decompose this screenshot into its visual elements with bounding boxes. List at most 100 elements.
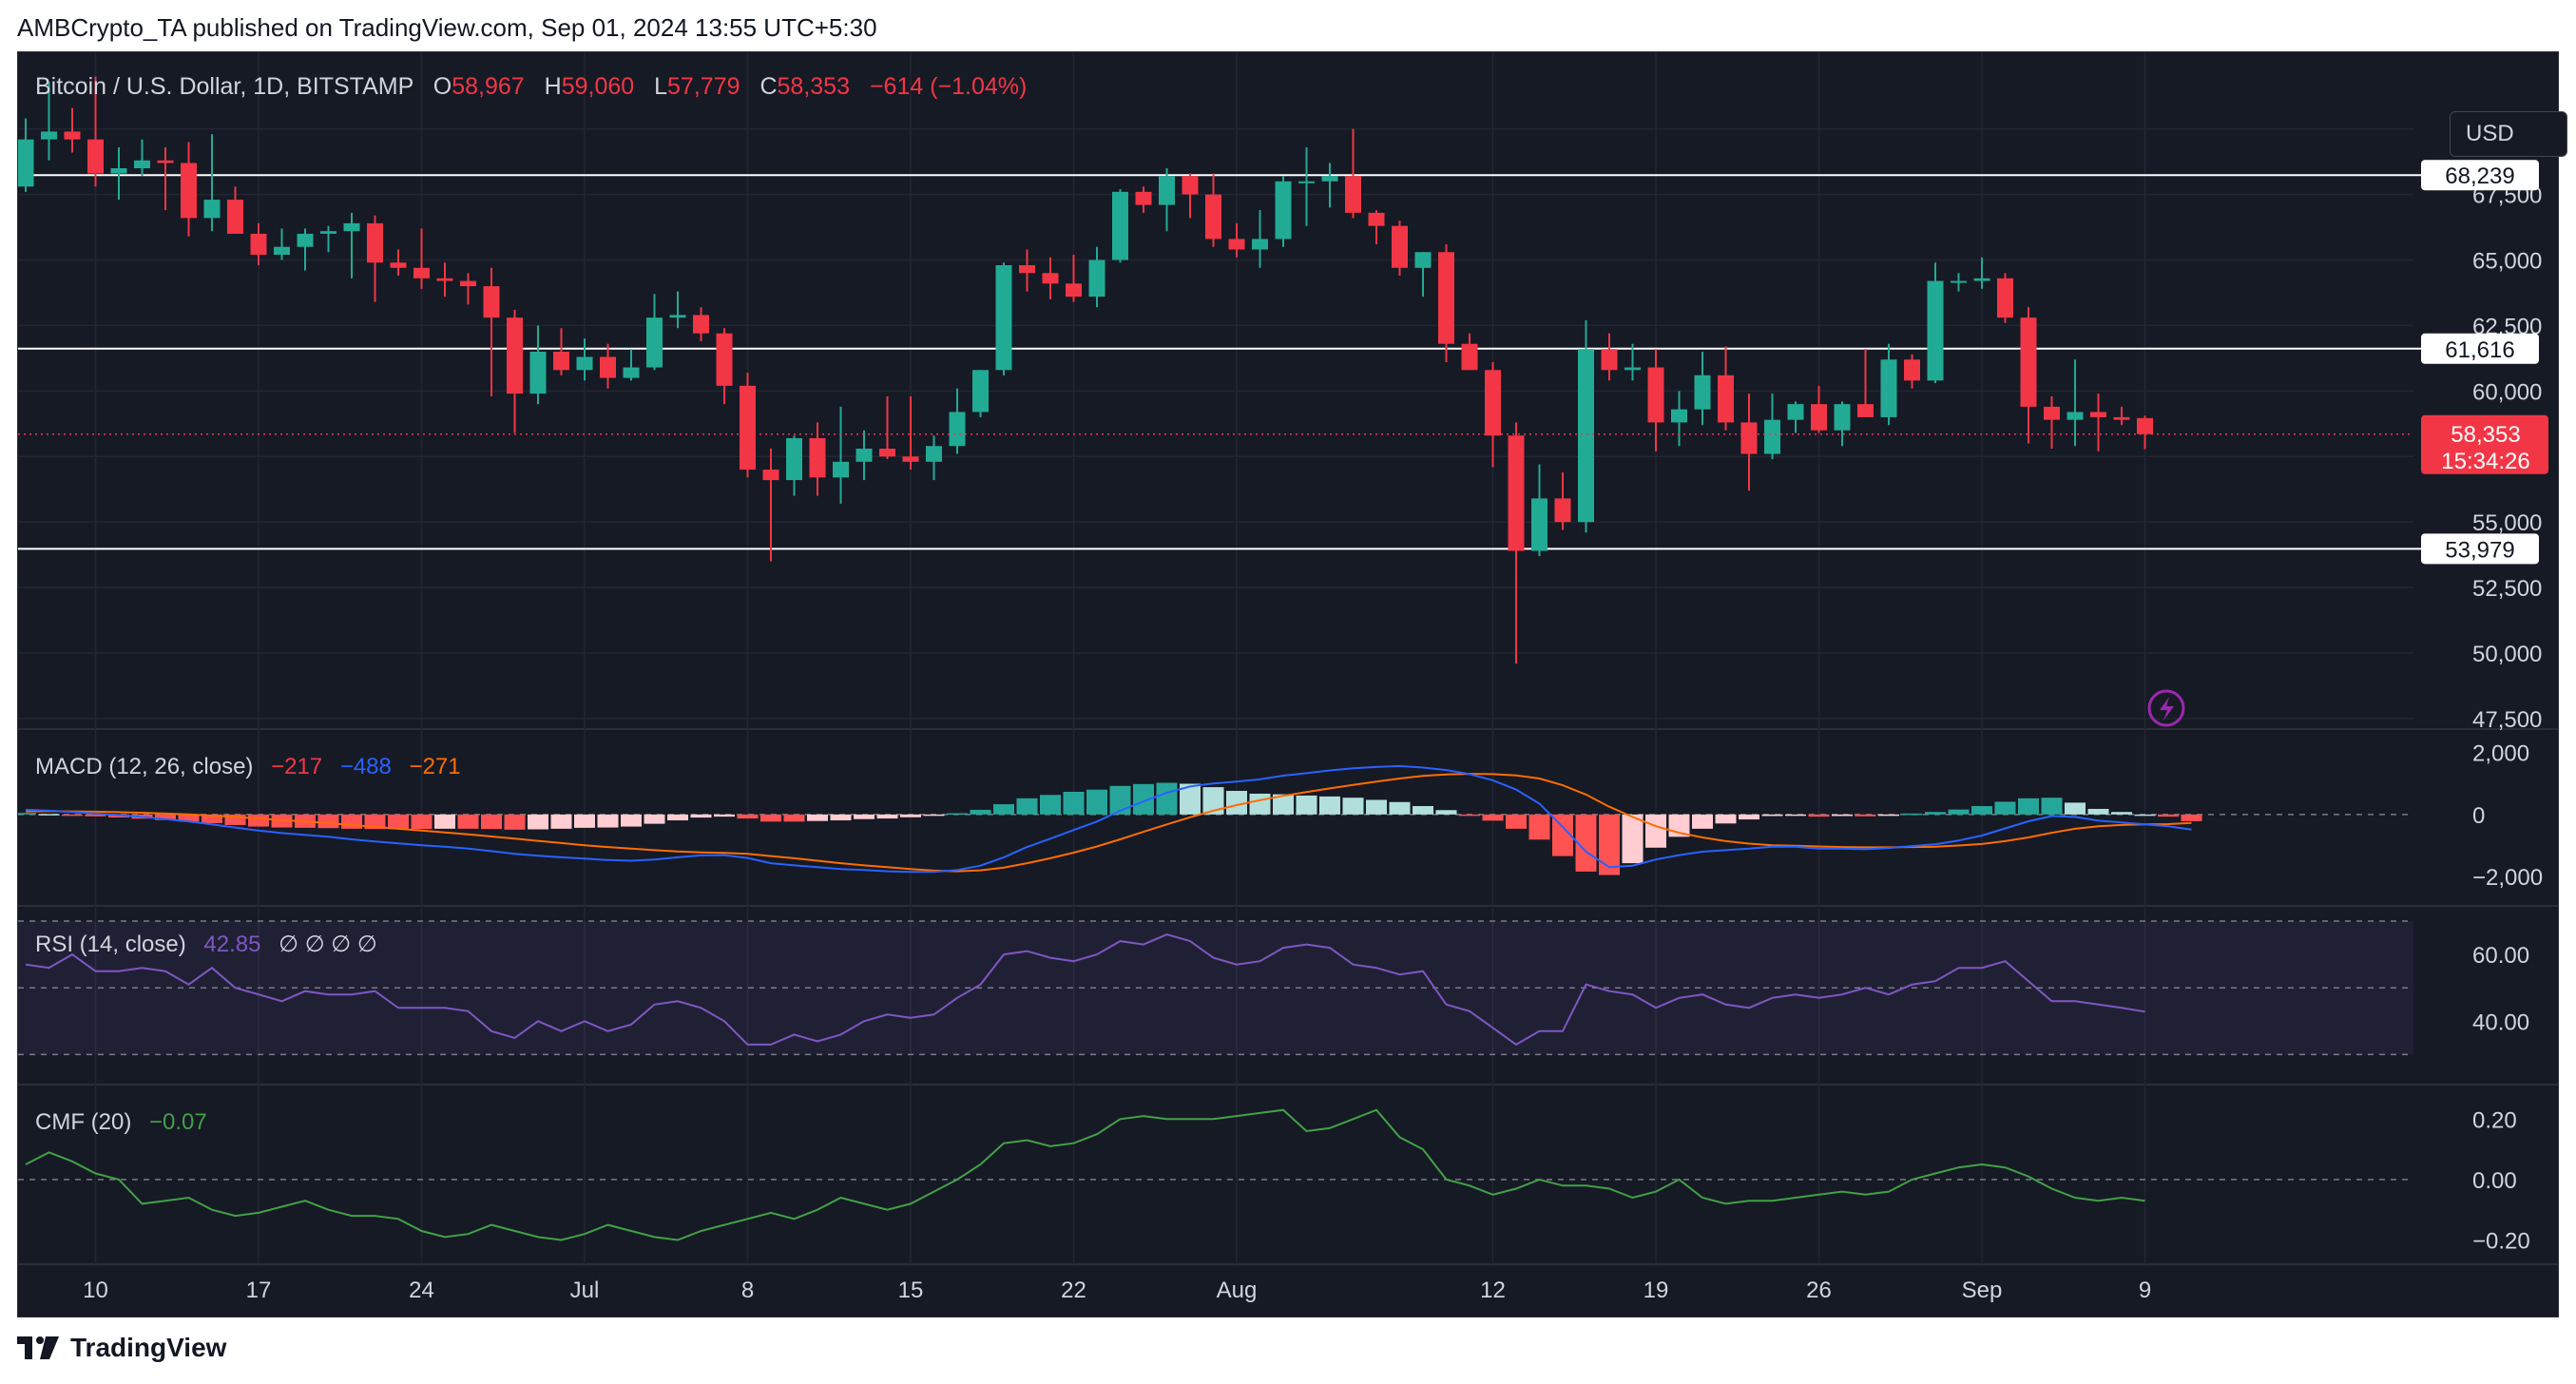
macd-histogram-bar xyxy=(993,804,1014,815)
candle-body xyxy=(250,233,267,255)
macd-histogram-bar xyxy=(1948,809,1970,815)
macd-histogram-bar xyxy=(1785,814,1806,817)
candle-body xyxy=(390,262,407,268)
candle-body xyxy=(134,160,150,169)
macd-tick-label: 2,000 xyxy=(2472,741,2529,767)
cmf-legend[interactable]: CMF (20) −0.07 xyxy=(35,1109,207,1135)
candle-body xyxy=(1647,367,1664,423)
level-label: 68,239 xyxy=(2445,163,2514,189)
macd-legend[interactable]: MACD (12, 26, close) −217 −488 −271 xyxy=(35,754,461,779)
macd-histogram-bar xyxy=(1715,814,1737,824)
candle-body xyxy=(110,168,127,174)
candle-body xyxy=(600,356,616,378)
candle-body xyxy=(1485,370,1501,436)
macd-histogram-bar xyxy=(1156,782,1178,815)
macd-histogram-bar xyxy=(1622,814,1644,864)
level-label: 61,616 xyxy=(2445,337,2514,363)
candle-body xyxy=(576,356,593,371)
candle-body xyxy=(1345,176,1361,213)
macd-line xyxy=(25,764,2192,874)
candle-body xyxy=(1857,404,1874,417)
legends: Bitcoin / U.S. Dollar, 1D, BITSTAMP O58,… xyxy=(35,73,1027,1135)
macd-histogram-bar xyxy=(1808,814,1830,817)
rsi-legend[interactable]: RSI (14, close) 42.85 ∅ ∅ ∅ ∅ xyxy=(35,932,377,957)
candle-body xyxy=(367,222,383,263)
tradingview-logo[interactable]: TradingView xyxy=(17,1333,226,1363)
macd-histogram-bar xyxy=(1319,796,1340,815)
macd-histogram-bar xyxy=(1296,795,1317,815)
macd-histogram-bar xyxy=(341,814,362,829)
candle-body xyxy=(1088,260,1105,298)
macd-histogram-bar xyxy=(1855,814,1876,817)
macd-histogram-bar xyxy=(1342,798,1364,815)
macd-histogram-bar xyxy=(2134,814,2156,817)
candle-body xyxy=(786,437,802,481)
candle-body xyxy=(2137,417,2153,434)
candle-body xyxy=(203,200,221,219)
cmf-tick-label: −0.20 xyxy=(2472,1229,2530,1255)
macd-histogram-bar xyxy=(1226,791,1247,815)
candle-body xyxy=(1368,212,1385,226)
candle-body xyxy=(1811,404,1827,431)
candle-body xyxy=(926,446,942,462)
candle-body xyxy=(2113,416,2130,420)
macd-histogram-bar xyxy=(807,814,828,821)
macd-histogram-bar xyxy=(830,814,852,821)
currency-button[interactable]: USD xyxy=(2450,111,2567,157)
macd-histogram-bar xyxy=(1413,806,1433,815)
level-label-box xyxy=(2421,160,2539,191)
candle-body xyxy=(1880,359,1897,417)
price-tick-label: 47,500 xyxy=(2472,707,2542,733)
candle-body xyxy=(64,131,81,140)
candle-body xyxy=(227,200,243,234)
candle-body xyxy=(855,449,873,462)
macd-histogram-bar xyxy=(1645,814,1666,848)
macd-histogram-bar xyxy=(1528,814,1550,840)
macd-histogram-bar xyxy=(2018,798,2039,815)
macd-histogram-bar xyxy=(1482,814,1504,821)
candle-body xyxy=(507,317,523,394)
candle-body xyxy=(1671,409,1687,423)
price-tick-label: 55,000 xyxy=(2472,510,2542,536)
candle-body xyxy=(1228,239,1245,250)
macd-histogram-bar xyxy=(248,814,269,827)
macd-histogram-bar xyxy=(1202,787,1224,815)
candle-body xyxy=(669,315,686,318)
macd-histogram-bar xyxy=(1739,814,1759,820)
candle-body xyxy=(1414,252,1432,268)
macd-histogram-bar xyxy=(714,814,735,817)
candle-body xyxy=(623,367,640,378)
candle-body xyxy=(157,160,174,163)
candle-body xyxy=(1601,349,1618,371)
macd-histogram-bar xyxy=(2181,814,2202,821)
macd-histogram-bar xyxy=(1761,814,1783,817)
macd-histogram-bar xyxy=(1599,814,1620,875)
macd-histogram-bar xyxy=(411,814,433,830)
macd-histogram-bar xyxy=(621,814,642,827)
candle-body xyxy=(529,351,547,394)
macd-histogram-bar xyxy=(1552,814,1573,856)
alert-icon[interactable] xyxy=(2147,689,2185,727)
candle-body xyxy=(1718,375,1734,423)
candle-body xyxy=(297,233,314,247)
macd-histogram-bar xyxy=(2087,808,2109,815)
level-label-box xyxy=(2421,533,2539,565)
time-tick-label: 12 xyxy=(1480,1278,1506,1303)
candle-body xyxy=(1834,404,1851,431)
symbol-legend[interactable]: Bitcoin / U.S. Dollar, 1D, BITSTAMP O58,… xyxy=(35,73,1027,100)
tradingview-brand: TradingView xyxy=(70,1333,227,1362)
tradingview-logo-icon xyxy=(17,1336,59,1359)
candle-body xyxy=(436,278,453,281)
time-tick-label: 10 xyxy=(83,1278,108,1303)
price-tick-label: 60,000 xyxy=(2472,379,2542,405)
macd-signal-line xyxy=(25,773,2192,873)
macd-histogram-bar xyxy=(1506,814,1527,829)
macd-histogram-bar xyxy=(2158,814,2179,817)
candle-body xyxy=(1112,191,1128,260)
candle-body xyxy=(87,139,104,174)
time-tick-label: 22 xyxy=(1061,1278,1086,1303)
macd-histogram-bar xyxy=(2065,802,2086,815)
macd-histogram-bar xyxy=(1063,792,1085,815)
